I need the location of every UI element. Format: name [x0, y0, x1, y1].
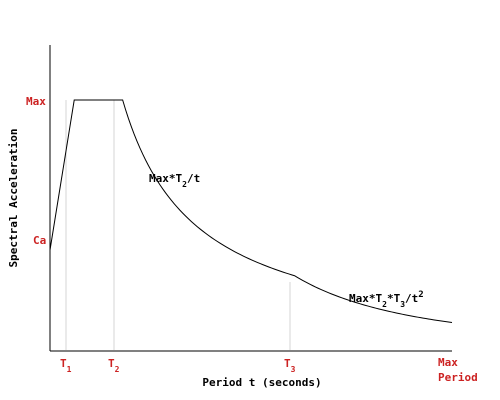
x-tick-t1: T1	[60, 357, 72, 374]
guide-lines	[65, 100, 291, 350]
y-tick-ca: Ca	[33, 234, 46, 247]
x-tick-max-period-line1: Max	[438, 356, 458, 369]
x-tick-t2: T2	[108, 357, 120, 374]
x-tick-max-period-line2: Period	[438, 371, 478, 384]
y-tick-max: Max	[26, 95, 46, 108]
annotation-mid: Max*T2/t	[149, 172, 200, 189]
annotation-tail: Max*T2*T3/t2	[349, 290, 424, 309]
x-axis-label: Period t (seconds)	[202, 376, 321, 389]
x-tick-t3: T3	[284, 357, 296, 374]
y-axis-label: Spectral Acceleration	[7, 128, 20, 267]
spectrum-curve	[49, 99, 453, 324]
